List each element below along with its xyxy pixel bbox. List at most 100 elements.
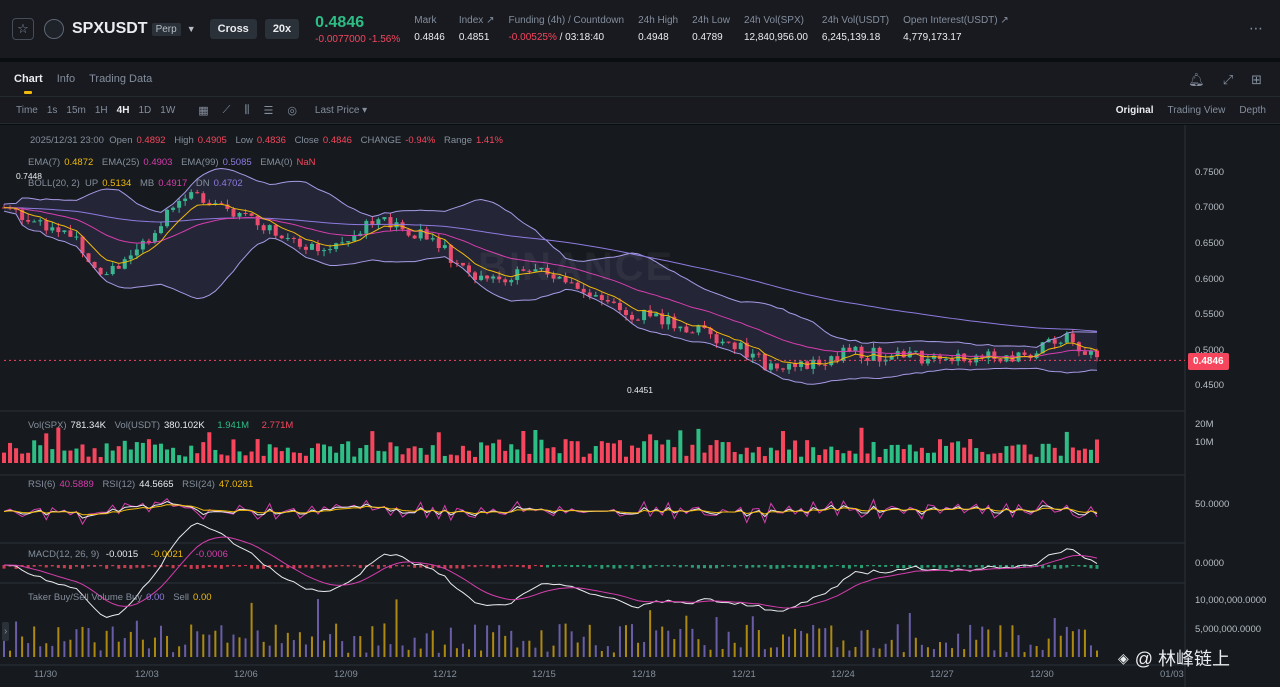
taker-bar — [661, 626, 664, 657]
taker-bar — [866, 629, 869, 657]
margin-mode-button[interactable]: Cross — [209, 19, 257, 39]
volume-bar — [720, 442, 725, 463]
chart-area[interactable]: BINANCE 2025/12/31 23:00 Open 0.4892 High… — [0, 125, 1280, 687]
volume-bar — [473, 456, 478, 463]
stat-label: Open Interest(USDT) ↗ — [903, 15, 1009, 26]
macd-hist-bar — [225, 565, 229, 567]
candle-body — [841, 347, 846, 361]
drawing-tool-icon[interactable]: ◎ — [287, 104, 297, 117]
candle-body — [171, 207, 176, 210]
interval-4h[interactable]: 4H — [116, 104, 130, 116]
taker-bar — [256, 630, 259, 657]
interval-label[interactable]: Time — [16, 104, 38, 116]
indicator-icon[interactable]: ⟋ — [222, 103, 231, 116]
macd-hist-bar — [1047, 565, 1051, 568]
volume-bar — [962, 447, 967, 463]
candle-body — [86, 253, 91, 262]
macd-hist-bar — [660, 565, 664, 567]
tab-trading-data[interactable]: Trading Data — [89, 73, 153, 85]
taker-bar — [908, 613, 911, 657]
stat-index[interactable]: Index ↗ 0.4851 — [459, 15, 495, 43]
taker-bar — [860, 630, 863, 657]
candle-body — [684, 326, 689, 333]
fullscreen-icon[interactable]: ⤢ — [1222, 72, 1234, 87]
taker-bar — [431, 630, 434, 657]
volume-bar — [267, 444, 272, 463]
taker-bar — [890, 639, 893, 657]
macd-hist-bar — [642, 565, 646, 569]
taker-bar — [957, 633, 960, 657]
taker-bar — [631, 624, 634, 657]
calendar-icon[interactable]: ▦ — [198, 104, 209, 117]
macd-hist-bar — [884, 565, 888, 567]
settings-icon[interactable]: ☰ — [263, 104, 274, 117]
candle-body — [237, 212, 242, 217]
taker-bar — [401, 645, 404, 657]
taker-bar — [160, 625, 163, 657]
taker-bar — [999, 625, 1002, 657]
view-original[interactable]: Original — [1115, 104, 1154, 116]
candle-body — [829, 356, 834, 366]
candle-body — [454, 262, 459, 264]
candlestick-chart[interactable] — [0, 125, 1280, 687]
macd-hist-bar — [503, 565, 507, 567]
volume-bar — [623, 456, 628, 463]
candle-body — [666, 316, 671, 325]
taker-bar — [504, 635, 507, 657]
macd-hist-bar — [14, 565, 18, 569]
volume-bar — [394, 446, 399, 463]
tab-chart[interactable]: Chart — [14, 73, 43, 94]
macd-hist-bar — [1010, 565, 1014, 568]
candle-body — [1040, 342, 1045, 354]
macd-hist-bar — [189, 565, 193, 569]
volume-bar — [1076, 450, 1081, 463]
expand-panel-icon[interactable]: › — [2, 622, 10, 641]
symbol-dropdown-icon[interactable]: ▼ — [186, 24, 196, 34]
layout-grid-icon[interactable]: ⊞ — [1251, 72, 1262, 87]
taker-bar — [757, 630, 760, 657]
volume-bar — [50, 449, 55, 463]
view-trading-view[interactable]: Trading View — [1167, 104, 1226, 116]
volume-bar — [1064, 431, 1069, 463]
volume-bar — [931, 452, 936, 463]
macd-hist-bar — [775, 565, 779, 569]
view-depth[interactable]: Depth — [1239, 104, 1266, 116]
candle-body — [605, 299, 610, 302]
macd-hist-bar — [105, 565, 109, 569]
volume-bar — [122, 440, 127, 463]
leverage-button[interactable]: 20x — [264, 19, 300, 39]
interval-1w[interactable]: 1W — [160, 104, 176, 116]
price-type-select[interactable]: Last Price ▾ — [314, 104, 368, 116]
volume-bar — [406, 448, 411, 463]
favorite-star-icon[interactable]: ☆ — [12, 18, 34, 40]
interval-1d[interactable]: 1D — [138, 104, 152, 116]
macd-hist-bar — [757, 565, 761, 568]
legend-change-label: CHANGE — [360, 135, 402, 146]
interval-15m[interactable]: 15m — [66, 104, 86, 116]
taker-bar — [673, 639, 676, 657]
candle-body — [853, 346, 858, 352]
macd-dea-value: -0.0021 — [150, 549, 184, 560]
macd-hist-bar — [38, 565, 42, 567]
tab-info[interactable]: Info — [56, 73, 76, 85]
volume-bar — [581, 456, 586, 463]
taker-bar — [552, 645, 555, 657]
taker-bar — [498, 625, 501, 657]
ema25-value: 0.4903 — [143, 157, 173, 168]
candle-body — [376, 219, 381, 225]
macd-hist-bar — [183, 565, 187, 567]
interval-1s[interactable]: 1s — [46, 104, 58, 116]
candle-body — [847, 347, 852, 352]
more-options-icon[interactable]: ⋯ — [1249, 20, 1264, 36]
symbol-name[interactable]: SPXUSDT — [72, 20, 148, 37]
volume-bar — [817, 455, 822, 463]
volume-bar — [877, 456, 882, 463]
stat-open-interest[interactable]: Open Interest(USDT) ↗ 4,779,173.17 — [903, 15, 1009, 43]
taker-bar — [594, 645, 597, 657]
interval-1h[interactable]: 1H — [94, 104, 108, 116]
candle-type-icon[interactable]: ⫼ — [244, 103, 250, 116]
candle-body — [708, 328, 713, 335]
alert-bell-icon[interactable]: 🔔︎ — [1188, 72, 1205, 87]
taker-bar — [474, 624, 477, 657]
macd-hist-bar — [570, 565, 574, 568]
